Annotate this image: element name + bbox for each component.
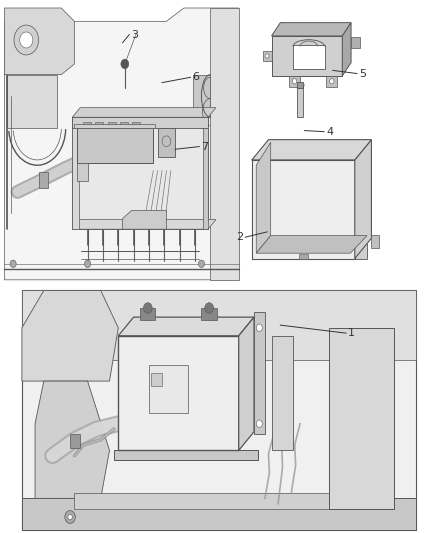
Polygon shape bbox=[193, 75, 210, 117]
Polygon shape bbox=[268, 140, 371, 238]
Bar bbox=[72, 117, 208, 229]
Polygon shape bbox=[72, 220, 216, 229]
Bar bbox=[132, 122, 140, 128]
Polygon shape bbox=[35, 381, 110, 498]
Polygon shape bbox=[272, 36, 342, 76]
Bar bbox=[151, 373, 162, 386]
Polygon shape bbox=[252, 160, 355, 259]
Polygon shape bbox=[256, 142, 271, 253]
Circle shape bbox=[14, 25, 39, 55]
Bar bbox=[95, 122, 103, 128]
Polygon shape bbox=[239, 317, 254, 450]
Polygon shape bbox=[22, 290, 118, 381]
Bar bbox=[293, 45, 325, 69]
Bar bbox=[299, 254, 307, 259]
Circle shape bbox=[68, 514, 72, 520]
Polygon shape bbox=[22, 290, 416, 360]
Bar bbox=[201, 308, 217, 320]
Polygon shape bbox=[328, 328, 394, 509]
Polygon shape bbox=[256, 244, 367, 259]
Bar bbox=[72, 117, 208, 128]
Polygon shape bbox=[254, 312, 265, 434]
Bar bbox=[149, 365, 188, 413]
Polygon shape bbox=[74, 493, 372, 509]
Bar bbox=[39, 172, 48, 188]
Circle shape bbox=[20, 32, 33, 48]
Bar bbox=[77, 128, 153, 163]
Bar bbox=[203, 117, 208, 229]
Text: 1: 1 bbox=[348, 328, 355, 338]
Circle shape bbox=[85, 260, 91, 268]
Polygon shape bbox=[289, 76, 300, 86]
Polygon shape bbox=[371, 235, 379, 248]
Circle shape bbox=[144, 303, 152, 313]
Bar bbox=[77, 163, 88, 181]
Polygon shape bbox=[272, 22, 351, 36]
Bar bbox=[72, 117, 79, 229]
Text: 4: 4 bbox=[326, 127, 333, 136]
Polygon shape bbox=[22, 290, 416, 530]
Circle shape bbox=[265, 54, 269, 58]
Bar bbox=[74, 124, 155, 128]
Polygon shape bbox=[297, 88, 303, 117]
Polygon shape bbox=[72, 108, 216, 117]
Polygon shape bbox=[123, 211, 166, 229]
Polygon shape bbox=[118, 336, 239, 450]
Polygon shape bbox=[22, 498, 416, 530]
Polygon shape bbox=[7, 75, 57, 128]
Polygon shape bbox=[256, 236, 367, 253]
Polygon shape bbox=[4, 8, 74, 75]
Bar bbox=[108, 122, 116, 128]
Polygon shape bbox=[210, 8, 239, 280]
Polygon shape bbox=[355, 140, 371, 259]
Bar bbox=[120, 122, 128, 128]
Circle shape bbox=[256, 324, 262, 332]
Circle shape bbox=[65, 511, 75, 523]
Polygon shape bbox=[297, 82, 303, 88]
Circle shape bbox=[198, 260, 205, 268]
Circle shape bbox=[205, 303, 214, 313]
Bar bbox=[83, 122, 91, 128]
Polygon shape bbox=[342, 22, 351, 76]
Polygon shape bbox=[114, 450, 258, 460]
Text: 6: 6 bbox=[193, 72, 200, 82]
Polygon shape bbox=[263, 51, 272, 61]
Text: 3: 3 bbox=[131, 30, 138, 39]
Circle shape bbox=[329, 78, 334, 84]
Polygon shape bbox=[118, 317, 254, 336]
Bar bbox=[140, 308, 155, 320]
Text: 2: 2 bbox=[236, 232, 243, 242]
Polygon shape bbox=[351, 37, 360, 48]
Polygon shape bbox=[4, 8, 239, 280]
Circle shape bbox=[121, 59, 129, 69]
Polygon shape bbox=[326, 76, 337, 86]
Circle shape bbox=[10, 260, 16, 268]
Polygon shape bbox=[252, 140, 371, 160]
Circle shape bbox=[292, 78, 297, 84]
Polygon shape bbox=[272, 336, 293, 450]
Text: 5: 5 bbox=[359, 69, 366, 78]
Text: 7: 7 bbox=[201, 142, 208, 151]
Bar bbox=[158, 128, 175, 157]
Circle shape bbox=[256, 420, 262, 427]
Bar bbox=[70, 434, 80, 448]
